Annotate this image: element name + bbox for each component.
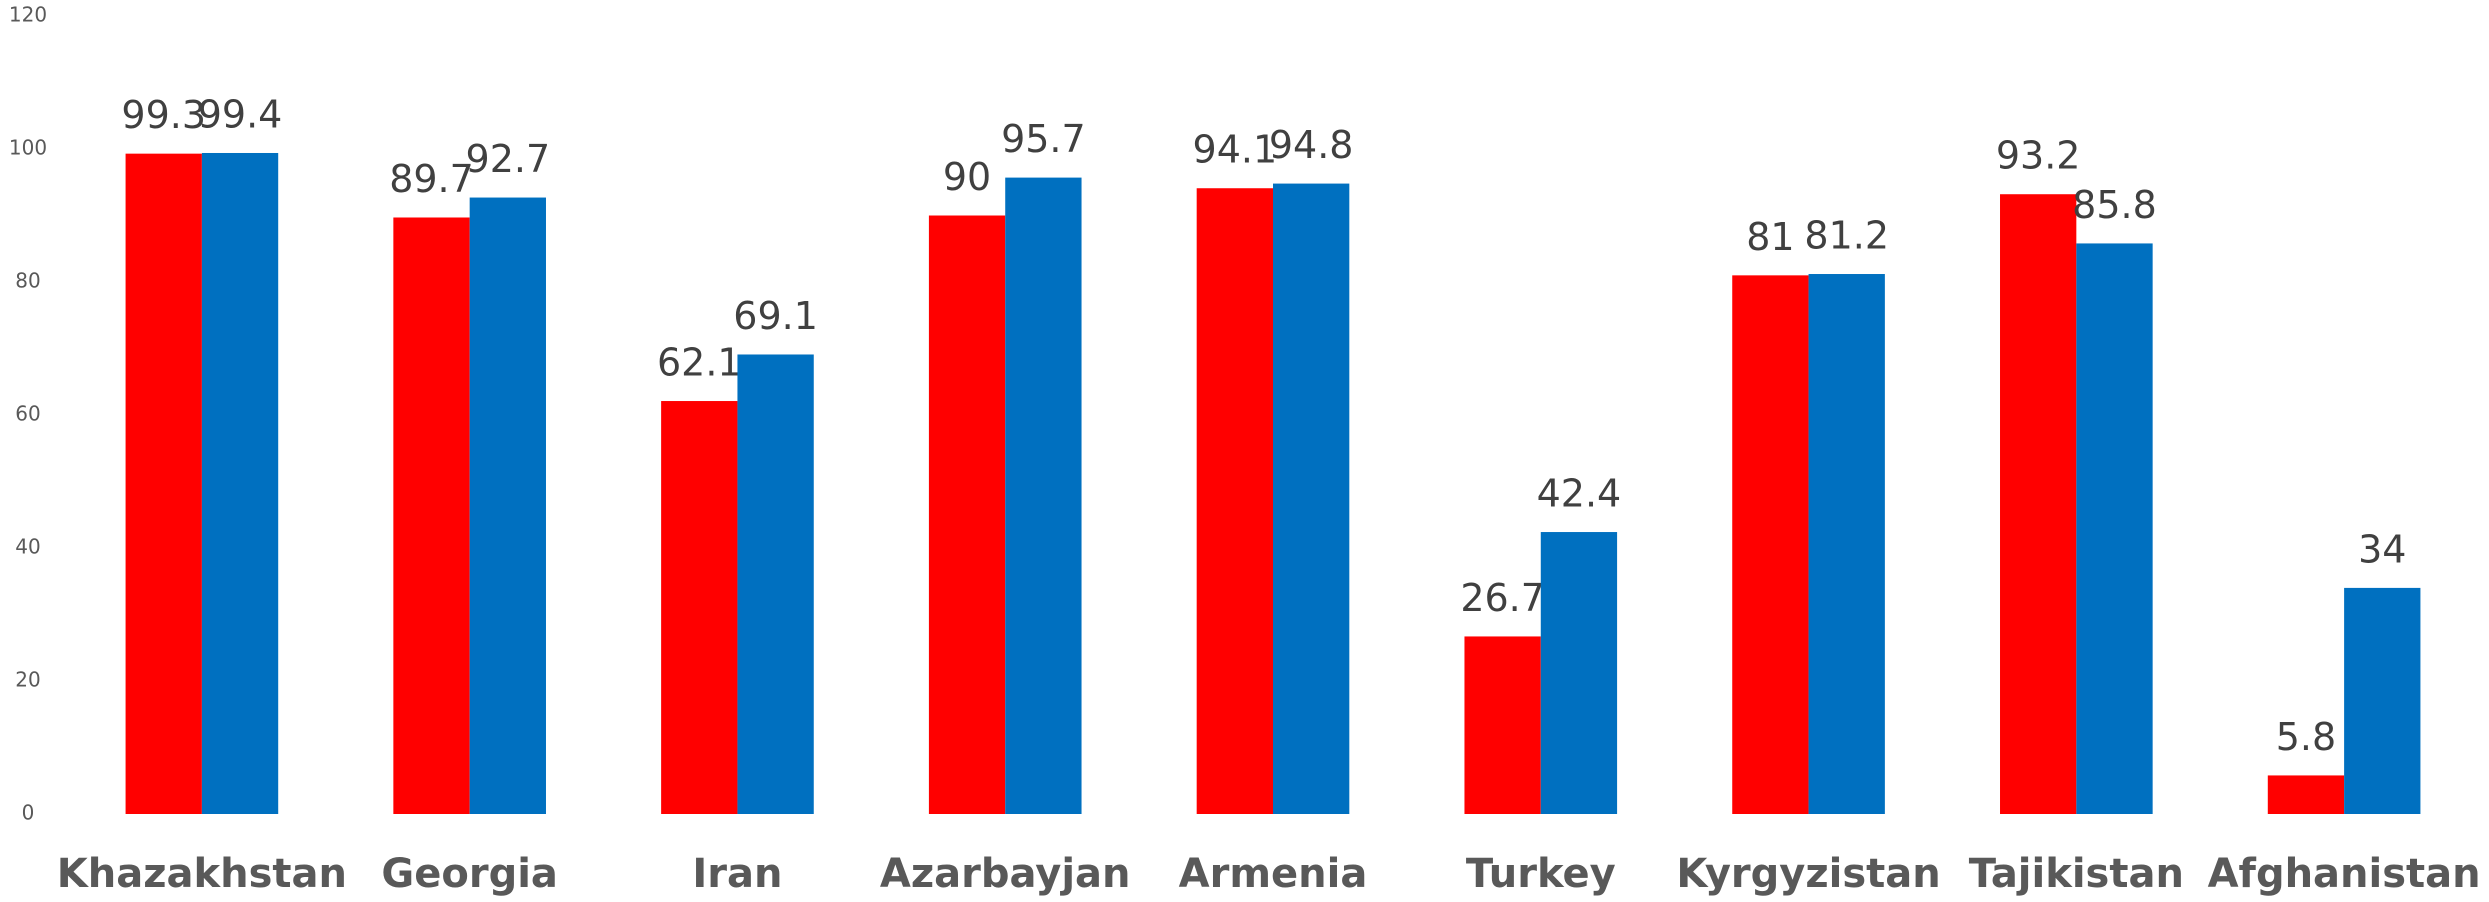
y-tick-label: 40 xyxy=(15,535,40,559)
bar xyxy=(469,197,546,815)
data-label: 81 xyxy=(1746,215,1794,259)
y-tick-label: 100 xyxy=(9,136,47,160)
bar xyxy=(201,152,279,815)
data-label: 90 xyxy=(943,155,991,199)
x-tick-label: Afghanistan xyxy=(2208,851,2481,897)
bar xyxy=(393,217,470,814)
x-tick-label: Georgia xyxy=(381,851,558,897)
data-label: 92.7 xyxy=(466,137,551,181)
y-tick-label: 120 xyxy=(9,3,47,27)
data-label: 81.2 xyxy=(1804,214,1889,258)
data-label: 5.8 xyxy=(2276,715,2336,759)
data-label: 85.8 xyxy=(2072,183,2157,227)
data-label: 95.7 xyxy=(1001,117,1086,161)
y-tick-label: 60 xyxy=(15,402,40,426)
bar xyxy=(928,215,1006,814)
data-label: 89.7 xyxy=(389,157,474,201)
x-tick-label: Khazakhstan xyxy=(57,851,347,897)
bar xyxy=(2267,775,2345,814)
data-label: 94.1 xyxy=(1193,128,1278,172)
data-label: 93.2 xyxy=(1996,134,2081,178)
x-tick-label: Turkey xyxy=(1466,851,1616,897)
data-label: 62.1 xyxy=(657,341,742,385)
x-tick-label: Iran xyxy=(692,851,782,897)
data-label: 99.3 xyxy=(121,93,206,137)
data-label: 99.4 xyxy=(198,92,283,136)
bar xyxy=(2076,243,2153,814)
data-label: 94.8 xyxy=(1269,123,1354,167)
bar xyxy=(1540,532,1618,814)
x-tick-label: Armenia xyxy=(1179,851,1368,897)
data-label: 26.7 xyxy=(1460,576,1545,620)
bar xyxy=(125,153,202,814)
data-label: 34 xyxy=(2358,527,2406,571)
bar xyxy=(1273,183,1350,814)
bar xyxy=(737,354,814,814)
bar xyxy=(1464,636,1541,814)
bar xyxy=(1196,188,1273,815)
bar xyxy=(1732,275,1809,815)
data-label: 69.1 xyxy=(733,294,818,338)
bar xyxy=(1005,177,1082,815)
data-label: 42.4 xyxy=(1537,472,1622,516)
y-tick-label: 80 xyxy=(15,269,40,293)
bar xyxy=(2000,194,2077,815)
y-tick-label: 20 xyxy=(15,668,40,692)
bar xyxy=(661,401,738,814)
y-tick-label: 0 xyxy=(22,801,35,825)
x-tick-label: Azarbayjan xyxy=(880,851,1131,897)
bar xyxy=(1808,274,1885,814)
x-tick-label: Tajikistan xyxy=(1969,851,2184,897)
x-tick-label: Kyrgyzistan xyxy=(1676,851,1940,897)
bar xyxy=(2344,587,2421,814)
